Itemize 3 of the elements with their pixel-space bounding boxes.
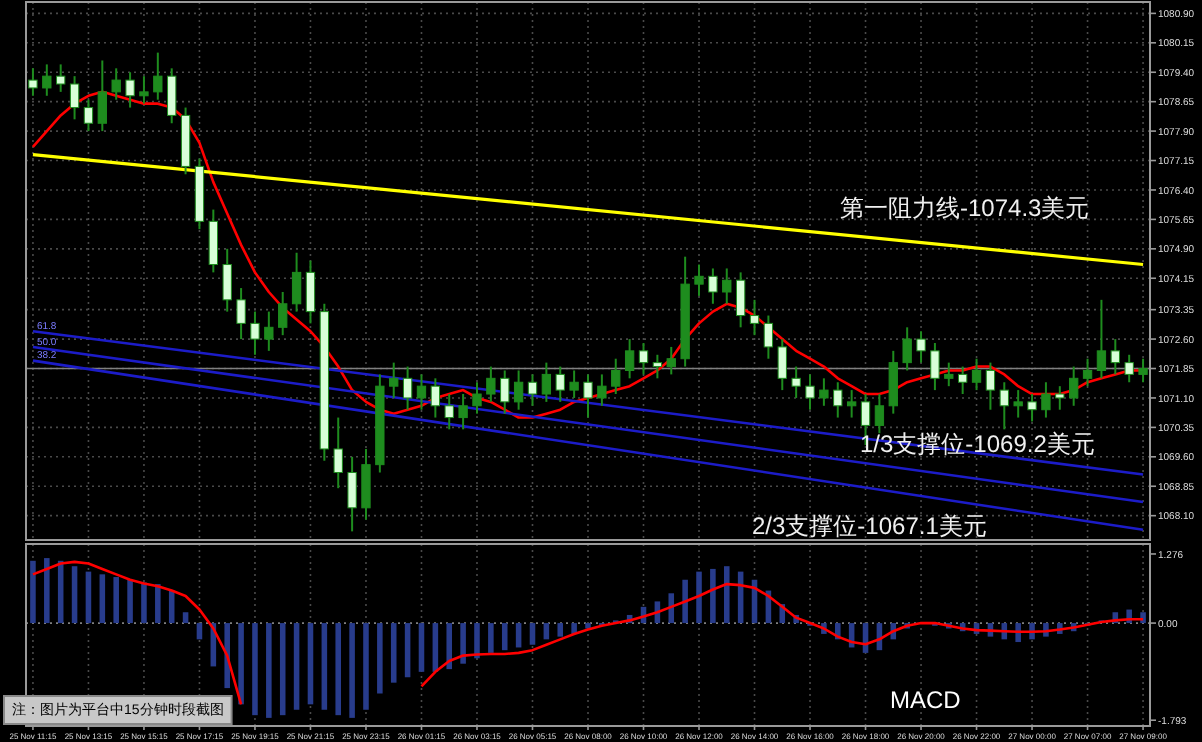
annotation: 第一阻力线-1074.3美元 bbox=[840, 194, 1090, 222]
annotation: MACD bbox=[890, 686, 962, 714]
annotation: 2/3支撑位-1067.1美元 bbox=[752, 512, 987, 540]
